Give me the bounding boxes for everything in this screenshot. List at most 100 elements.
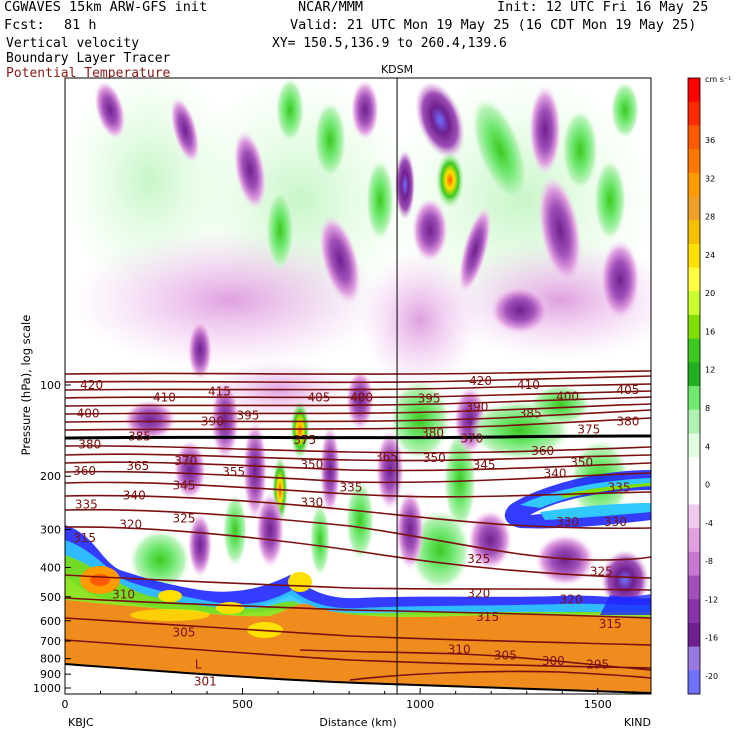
isentrope-label: 365 [126,459,149,473]
isentrope-label: 300 [542,654,565,668]
x-axis: 0 500 1000 1500 [62,688,634,711]
isentrope-label: 400 [556,389,579,403]
x-tick-label: 0 [62,698,69,711]
low-pressure-label: L [195,657,202,671]
isentrope-label: 385 [128,430,151,444]
isentrope-label: 395 [418,392,441,406]
isentrope-label: 395 [236,408,259,422]
colorbar-label: 16 [705,327,715,336]
field-potential-temperature: Potential Temperature [6,66,171,81]
colorbar-swatch [688,599,700,624]
colorbar-swatch [688,646,700,671]
isentrope-label: 325 [467,552,490,566]
station-marker-label: KDSM [381,63,413,76]
init-time: Init: 12 UTC Fri 16 May 25 [497,0,709,15]
forecast-hour: 81 h [64,17,97,33]
isentrope-label: 335 [75,498,98,512]
isentrope-label: 325 [173,512,196,526]
isentrope-label: 305 [173,625,196,639]
colorbar-swatch [688,196,700,221]
y-tick-label: 800 [40,653,61,666]
colorbar-label: -12 [705,595,718,604]
colorbar-swatch [688,291,700,316]
isentrope-label: 365 [375,450,398,464]
isentrope-label: 315 [73,531,96,545]
colorbar-swatch [688,409,700,434]
isentrope-label: 380 [421,426,444,440]
colorbar-swatch [688,101,700,126]
colorbar-label: 24 [705,251,715,260]
isentrope-label: 315 [599,617,622,631]
tropopause-line [64,434,652,440]
y-tick-label: 300 [40,524,61,537]
y-tick-label: 700 [40,635,61,648]
isentrope-contours [65,370,651,681]
isentrope-label: 370 [174,454,197,468]
colorbar-label: 12 [705,366,715,375]
isentrope-label: 360 [73,464,96,478]
isentrope-label: 385 [519,406,542,420]
isentrope-label: 380 [78,437,101,451]
isentrope-label: 310 [112,588,135,602]
y-tick-label: 600 [40,615,61,628]
colorbar-swatch [688,575,700,600]
surface-line [64,663,652,694]
isentrope-label: 330 [604,515,627,529]
isentrope-label: 420 [80,378,103,392]
isentrope-label: 405 [616,383,639,397]
isentrope-label: 380 [616,415,639,429]
isentrope-label: 375 [293,433,316,447]
isentrope-label: 350 [300,458,323,472]
isentrope-label: 390 [201,415,224,429]
colorbar-swatch [688,528,700,553]
colorbar-label: -8 [705,557,713,566]
isentrope-label: 335 [339,481,362,495]
y-tick-label: 200 [40,470,61,483]
y-axis-title: Pressure (hPa), log scale [19,315,33,456]
y-tick-label: 400 [40,561,61,574]
isentrope-label: 390 [466,400,489,414]
forecast-label: Fcst: [4,17,45,33]
valid-time: Valid: 21 UTC Mon 19 May 25 (16 CDT Mon … [290,17,697,33]
org-label: NCAR/MMM [298,0,364,15]
model-title: CGWAVES 15km ARW-GFS init [4,0,208,15]
field-boundary-layer-tracer: Boundary Layer Tracer [6,51,171,66]
x-tick-label: 1500 [584,698,612,711]
colorbar-swatch [688,78,700,103]
isentrope-label: 345 [473,458,496,472]
isentrope-label: 370 [460,431,483,445]
isentrope-label: 295 [586,658,609,672]
colorbar-swatch [688,267,700,292]
isentrope-label: 301 [194,674,217,688]
cross-section-xy: XY= 150.5,136.9 to 260.4,139.6 [272,36,507,51]
colorbar-swatch [688,243,700,269]
isentrope-label: 355 [222,465,245,479]
vertical-velocity-field [65,78,651,694]
colorbar-label: 8 [705,404,710,413]
isentrope-label: 410 [153,391,176,405]
colorbar-label: 36 [705,136,715,145]
colorbar-swatch [688,362,700,387]
colorbar-swatch [688,433,700,458]
field-vertical-velocity: Vertical velocity [6,36,140,51]
isentrope-label: 325 [590,564,613,578]
isentrope-label: 410 [517,378,540,392]
colorbar-label: -4 [705,519,713,528]
x-axis-title: Distance (km) [319,716,396,729]
colorbar-swatch [688,149,700,174]
isentrope-label: 330 [300,495,323,509]
colorbar-swatch [688,314,700,340]
isentrope-label: 320 [467,587,490,601]
isentrope-label: 310 [448,642,471,656]
colorbar-label: 4 [705,442,710,451]
colorbar-label: -16 [705,634,718,643]
isentrope-label: 400 [77,406,100,420]
colorbar-unit: cm s⁻¹ [705,75,731,84]
plot-frame [64,77,652,695]
colorbar-swatch [688,670,700,695]
colorbar-label: 28 [705,213,715,222]
colorbar-swatch [688,220,700,245]
colorbar-swatch [688,125,700,150]
x-axis-left-label: KBJC [68,716,94,729]
